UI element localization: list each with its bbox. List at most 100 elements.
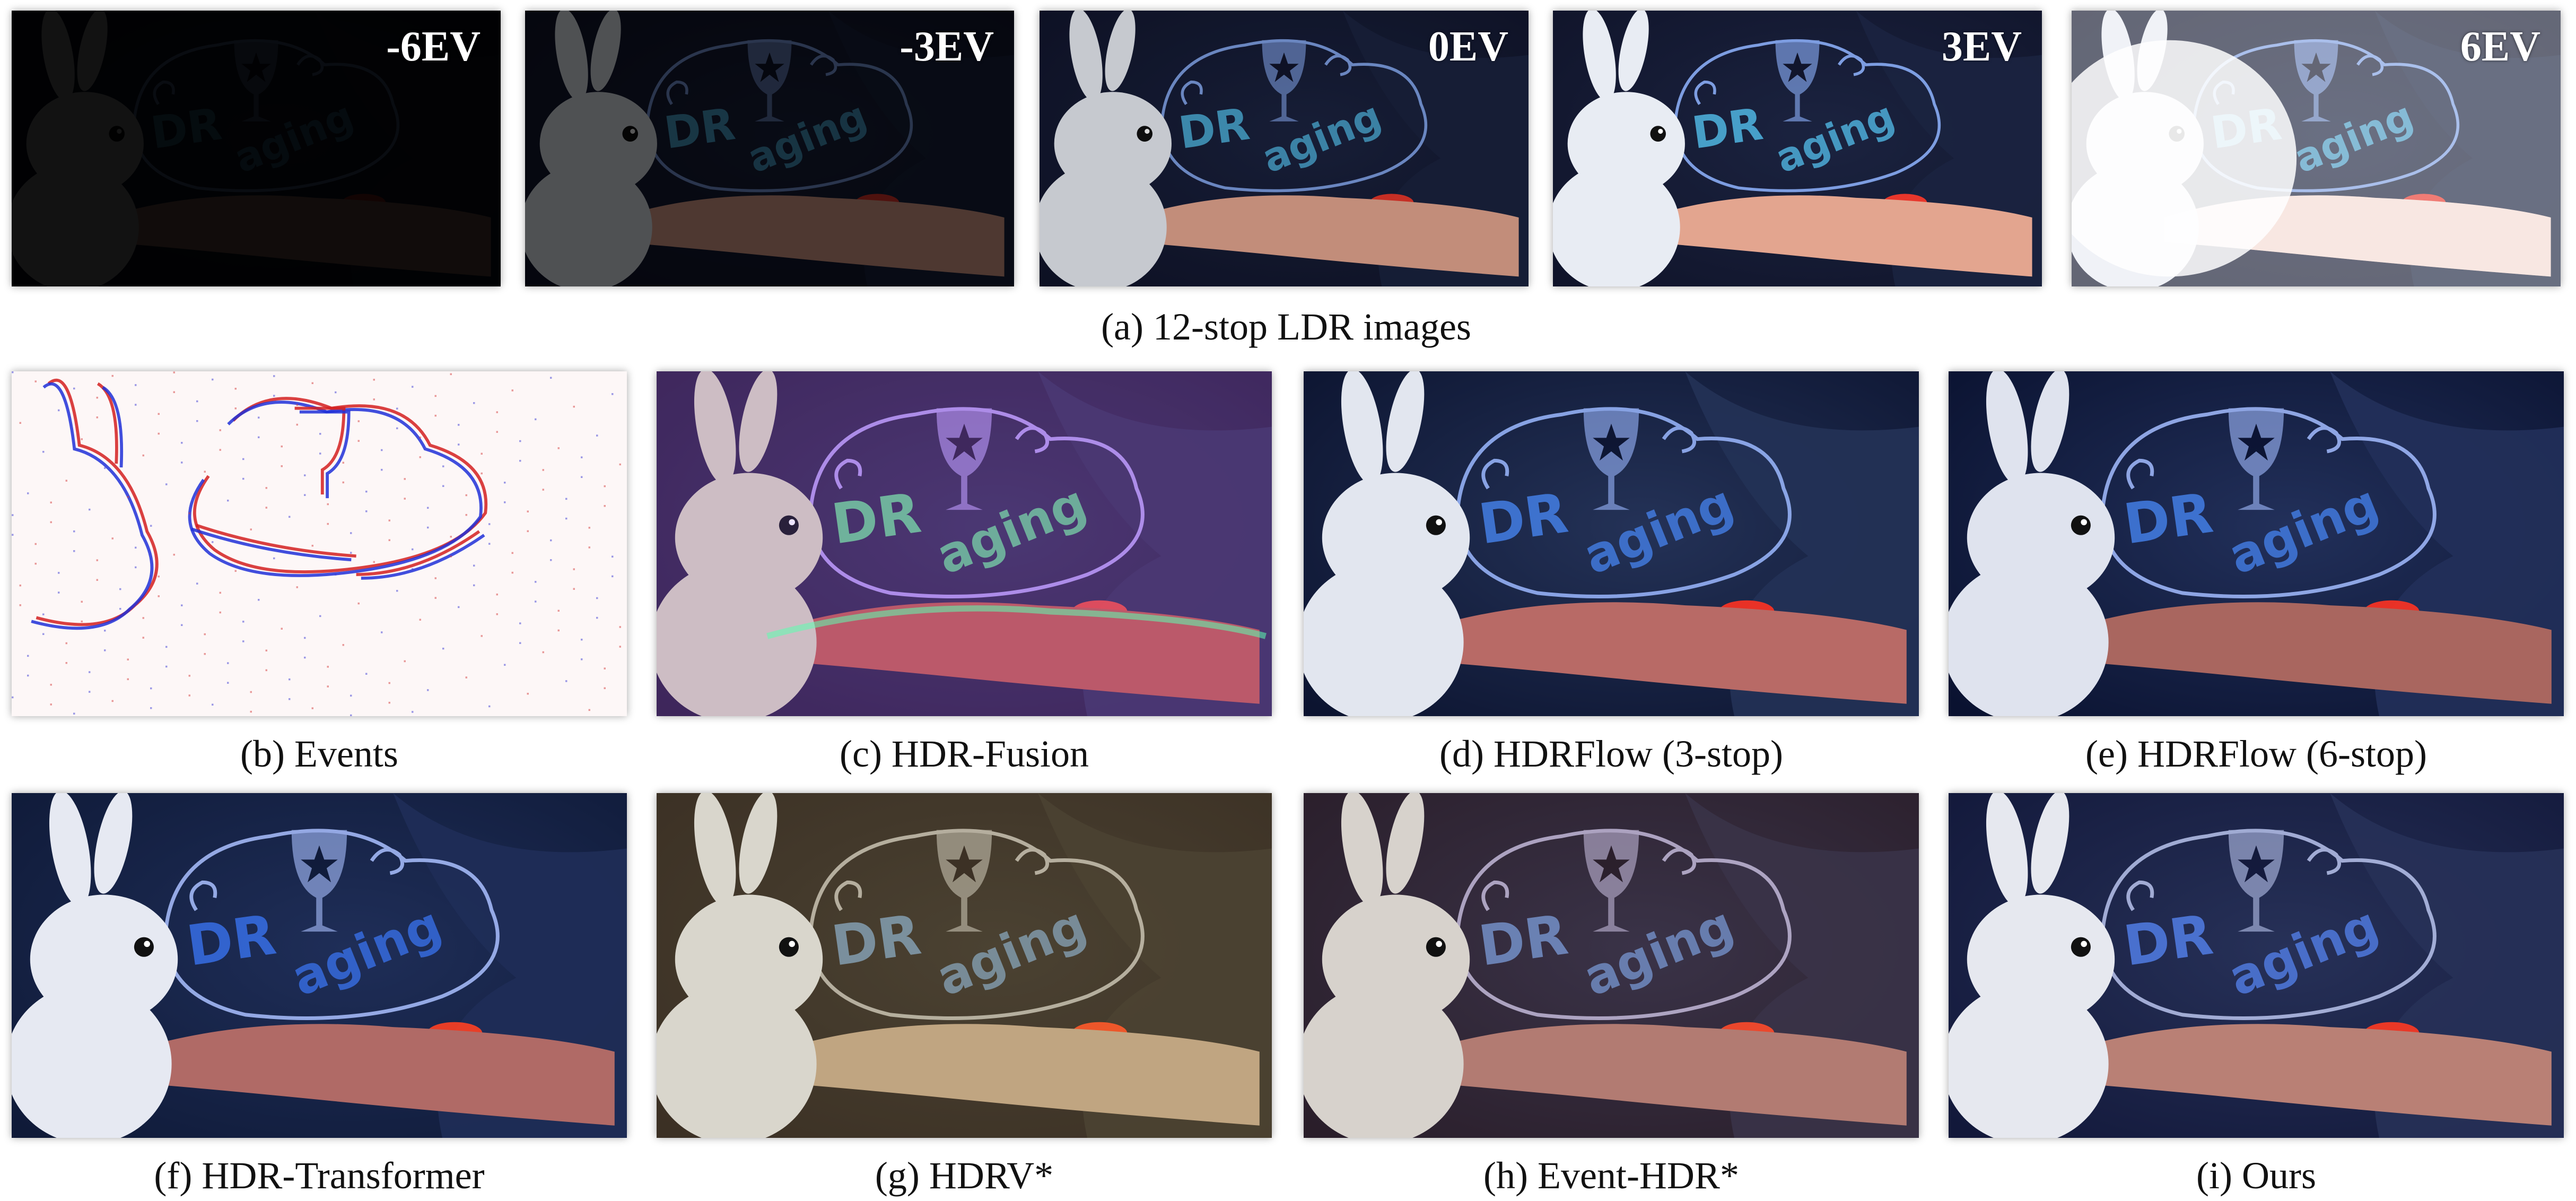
bunny [1949, 371, 2115, 716]
trophy [2228, 408, 2284, 510]
arm [1420, 1024, 1907, 1126]
panel-events [12, 371, 627, 716]
underexposure [1040, 11, 1529, 286]
sign-text-line1: DR [1176, 98, 1253, 159]
star [946, 423, 983, 461]
ours-image: DR aging [1949, 793, 2564, 1138]
background [12, 371, 627, 716]
swirl [1694, 80, 1716, 105]
caption-hdr-fusion: (c) HDR-Fusion [840, 733, 1089, 775]
star [301, 845, 338, 883]
star [1269, 52, 1299, 82]
exposure-label: 6EV [2460, 23, 2540, 70]
caption-hdrflow-3stop: (d) HDRFlow (3-stop) [1439, 733, 1783, 775]
swirl [834, 458, 862, 490]
star [1783, 52, 1812, 82]
bunny [657, 793, 823, 1138]
exposure-label: 0EV [1428, 23, 1508, 70]
caption-events: (b) Events [240, 733, 398, 775]
panel-hdrflow-3stop: DR aging [1304, 371, 1919, 716]
arm [128, 1024, 615, 1126]
swirl [834, 880, 862, 911]
star [2238, 845, 2275, 883]
star [946, 845, 983, 883]
hdrv-image: DR aging [657, 793, 1272, 1138]
swirl [1324, 54, 1352, 76]
star [1593, 845, 1630, 883]
arm [773, 602, 1260, 704]
exposure-label: -6EV [386, 23, 481, 70]
swirl [370, 848, 404, 875]
arm [2065, 1024, 2552, 1126]
swirl [1662, 848, 1696, 875]
artifact-haze [657, 371, 1272, 716]
bunny [1040, 11, 1172, 286]
event-hdr-image: DR aging [1304, 793, 1919, 1138]
swirl [2307, 426, 2341, 454]
star [2301, 52, 2331, 82]
bunny-eye [134, 937, 154, 957]
sign-text-line1: DR [828, 902, 924, 979]
trophy [936, 830, 992, 932]
star [2238, 423, 2275, 461]
bunny-eye [1426, 937, 1446, 957]
hdr-fusion-image: DR aging [657, 371, 1272, 716]
arm [2065, 602, 2552, 704]
trophy [1262, 40, 1306, 121]
arm [1420, 602, 1907, 704]
bunny-eye [1426, 515, 1446, 535]
hdrflow-3stop-image: DR aging [1304, 371, 1919, 716]
trophy [1775, 40, 1820, 121]
swirl [1015, 426, 1049, 454]
swirl [1662, 426, 1696, 454]
panel-hdr-fusion: DR aging [657, 371, 1272, 716]
panel-hdr-transformer: DR aging [12, 793, 627, 1138]
swirl [1181, 80, 1203, 105]
caption-event-hdr: (h) Event-HDR* [1483, 1154, 1739, 1197]
arm [1646, 195, 2032, 277]
arm [773, 1024, 1260, 1126]
swirl [2126, 880, 2154, 911]
arm [1132, 195, 1519, 277]
swirl [2356, 54, 2384, 76]
star [1593, 423, 1630, 461]
bunny [1304, 793, 1470, 1138]
caption-hdrv: (g) HDRV* [875, 1154, 1054, 1197]
sign-text-line1: DR [828, 481, 924, 557]
hdr-transformer-image: DR aging [12, 793, 627, 1138]
ldr-panel-0ev: DR aging 0EV [1040, 11, 1529, 286]
ldr-panel-3ev: DR aging 3EV [1553, 11, 2042, 286]
bunny [1304, 371, 1470, 716]
trophy [936, 408, 992, 510]
panel-event-hdr: DR aging [1304, 793, 1919, 1138]
swirl [1015, 848, 1049, 875]
underexposure [12, 11, 501, 286]
sign-text-line1: DR [1689, 98, 1766, 159]
caption-hdrflow-6stop: (e) HDRFlow (6-stop) [2085, 733, 2427, 775]
exposure-label: -3EV [900, 23, 994, 70]
trophy [1583, 408, 1639, 510]
events-image [12, 371, 627, 716]
swirl [1481, 880, 1509, 911]
bunny-eye [2071, 515, 2091, 535]
swirl [2126, 458, 2154, 490]
event-edges [31, 378, 488, 630]
trophy [1583, 830, 1639, 932]
caption-hdr-transformer: (f) HDR-Transformer [154, 1154, 485, 1197]
sign-text-line1: DR [2120, 902, 2216, 979]
sign-text-line1: DR [1475, 481, 1571, 557]
sign-text-line1: DR [2120, 481, 2216, 557]
swirl [1481, 458, 1509, 490]
panel-hdrv: DR aging [657, 793, 1272, 1138]
caption-ldr-images: (a) 12-stop LDR images [1101, 306, 1471, 348]
bunny-eye [2071, 937, 2091, 957]
